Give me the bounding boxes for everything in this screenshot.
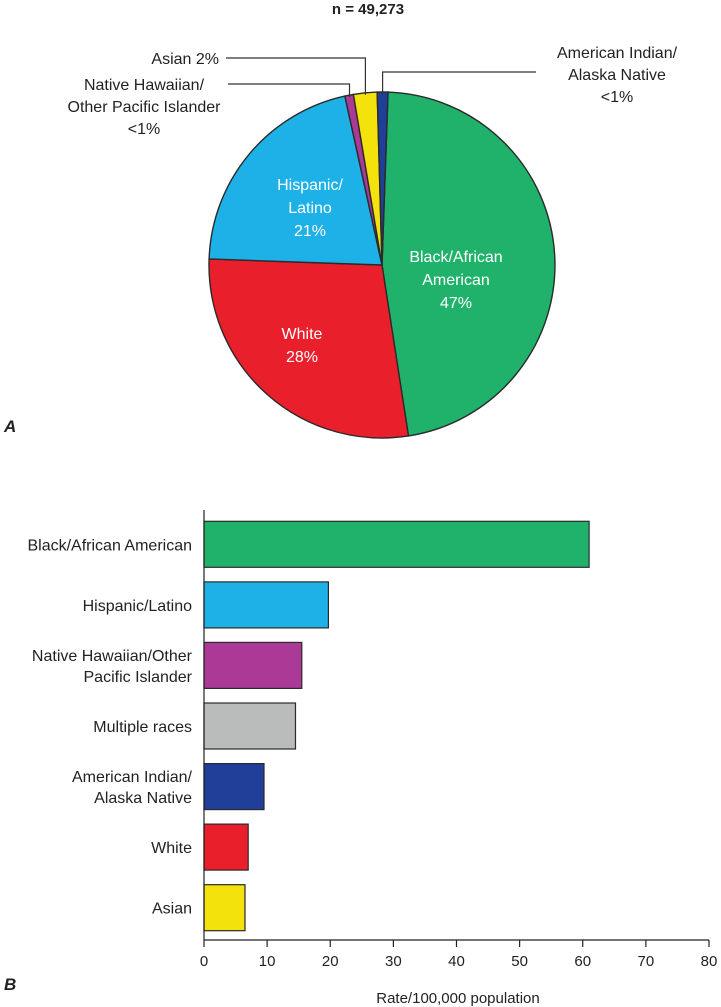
bar-x-axis-label: Rate/100,000 population (376, 990, 539, 1007)
callout-native-hawaiian: Native Hawaiian/Other Pacific Islander <1… (68, 77, 222, 138)
pie-inside-label-line: Latino (288, 200, 332, 217)
callout-american-indian-line: <1% (601, 89, 633, 106)
panel-a-label: A (3, 417, 16, 436)
callout-native-hawaiian-line: Native Hawaiian/ (84, 77, 205, 94)
x-tick-label: 80 (701, 953, 718, 970)
panel-b-label: B (4, 975, 16, 994)
pie-slices (208, 91, 556, 439)
bar-category-label: Asian (152, 901, 192, 918)
pie-inside-label-line: 47% (440, 295, 472, 312)
bar-chart-panel: Black/African American Hispanic/Latino Nat… (4, 510, 717, 1007)
bar-x-axis: 0 10 20 30 40 50 60 70 80 (200, 510, 718, 970)
bar-asian (203, 884, 246, 932)
pie-slice-white (208, 258, 410, 439)
bar-category-label-line: Pacific Islander (84, 669, 193, 686)
x-tick-label: 70 (638, 953, 655, 970)
bar-american-indian-alaska-native (203, 762, 265, 811)
pie-title: n = 49,273 (332, 1, 404, 18)
x-tick-label: 20 (322, 953, 339, 970)
leader-line-american-indian (382, 71, 536, 94)
bar-category-label: Hispanic/Latino (83, 598, 193, 615)
pie-inside-label-line: Hispanic/ (277, 177, 343, 194)
callout-native-hawaiian-line: <1% (128, 121, 160, 138)
callout-american-indian-line: Alaska Native (568, 67, 666, 84)
pie-inside-label: Hispanic/Latino 21% (277, 177, 343, 240)
x-tick-label: 10 (259, 953, 276, 970)
x-tick-label: 30 (385, 953, 402, 970)
x-tick-label: 0 (200, 953, 208, 970)
pie-callouts: Asian 2% Native Hawaiian/Other Pacific Is… (68, 45, 678, 138)
leader-line-asian (226, 57, 366, 95)
callout-asian: Asian 2% (151, 51, 219, 68)
bar-white (203, 823, 249, 871)
bar-bars (203, 520, 590, 932)
pie-inside-label-line: White (282, 326, 323, 343)
x-tick-label: 60 (574, 953, 591, 970)
pie-slice-black-african-american (381, 91, 556, 437)
bar-category-label-line: Multiple races (93, 719, 192, 736)
leader-line-native-hawaiian (228, 83, 351, 98)
bar-category-label-line: Hispanic/Latino (83, 598, 193, 615)
x-tick-label: 50 (511, 953, 528, 970)
pie-chart-panel: n = 49,273 Black/African American 47% White… (3, 1, 678, 439)
pie-inside-label-line: American (422, 272, 490, 289)
callout-asian-line: Asian 2% (151, 51, 219, 68)
pie-slice-hispanic-latino (208, 95, 383, 266)
callout-american-indian-line: American Indian/ (557, 45, 678, 62)
bar-category-label: Multiple races (93, 719, 192, 736)
bar-category-label-line: Black/African American (27, 537, 192, 554)
bar-multiple-races (203, 702, 297, 750)
bar-native-hawaiian-other-pacific-islander (203, 641, 303, 690)
bar-black-african-american (203, 520, 590, 568)
bar-category-label-line: Native Hawaiian/Other (32, 648, 193, 665)
bar-category-label-line: Alaska Native (94, 790, 192, 807)
x-tick-label: 40 (448, 953, 465, 970)
bar-category-label: Black/African American (27, 537, 192, 554)
pie-inside-label: Black/African American 47% (409, 249, 502, 312)
pie-inside-labels: Black/African American 47% White 28% Hispanic… (277, 177, 503, 366)
bar-hispanic-latino (203, 581, 330, 629)
callout-american-indian: American Indian/Alaska Native <1% (557, 45, 678, 106)
bar-category-label-line: White (151, 840, 192, 857)
bar-category-label-line: American Indian/ (72, 769, 193, 786)
bar-category-label: American Indian/Alaska Native (72, 769, 193, 807)
pie-inside-label-line: 28% (286, 349, 318, 366)
bar-category-label-line: Asian (152, 901, 192, 918)
pie-inside-label-line: 21% (294, 223, 326, 240)
bar-category-label: White (151, 840, 192, 857)
bar-category-labels: Black/African American Hispanic/Latino Nat… (27, 537, 192, 917)
bar-category-label: Native Hawaiian/Other Pacific Islander (32, 648, 193, 686)
pie-inside-label: White 28% (282, 326, 323, 366)
pie-inside-label-line: Black/African (409, 249, 502, 266)
callout-native-hawaiian-line: Other Pacific Islander (68, 99, 222, 116)
